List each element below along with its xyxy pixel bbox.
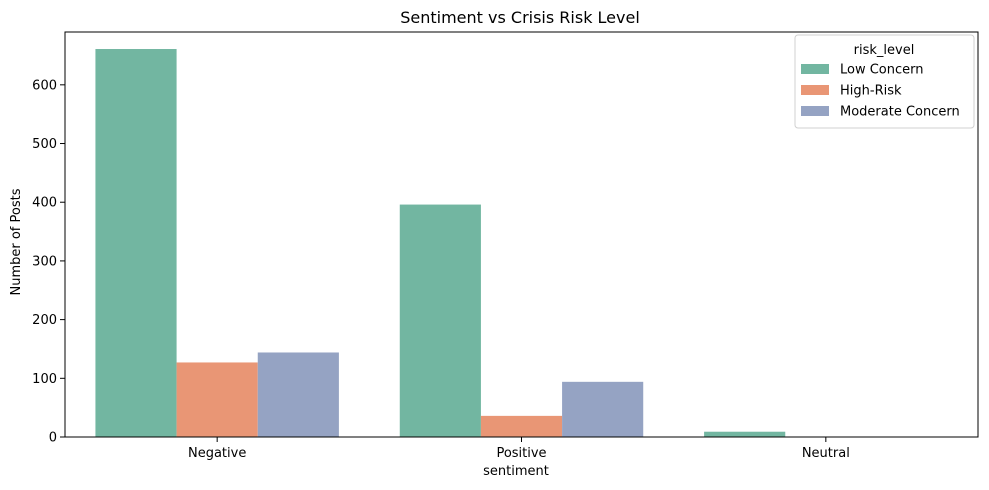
bar-negative-high-risk [176, 362, 258, 437]
chart-title: Sentiment vs Crisis Risk Level [400, 8, 640, 27]
legend-label-high-risk: High-Risk [840, 84, 902, 99]
y-tick-label: 0 [49, 431, 57, 446]
y-tick-label: 200 [32, 313, 57, 328]
bar-negative-low-concern [95, 49, 177, 438]
legend-label-moderate-concern: Moderate Concern [840, 105, 960, 120]
bar-negative-moderate-concern [257, 352, 339, 437]
legend: risk_level Low Concern High-Risk Moderate … [794, 34, 975, 129]
legend-swatch-low-concern [801, 64, 829, 74]
y-tick-label: 600 [32, 78, 57, 93]
x-tick-label-negative: Negative [188, 446, 246, 461]
legend-swatch-high-risk [801, 85, 829, 95]
y-axis-label: Number of Posts [9, 188, 24, 295]
bar-positive-low-concern [399, 204, 481, 437]
legend-items: Low Concern High-Risk Moderate Concern [801, 63, 960, 120]
x-tick-label-positive: Positive [496, 446, 546, 461]
bars-group [95, 49, 786, 438]
y-tick-label: 300 [32, 254, 57, 269]
legend-box [794, 34, 975, 129]
legend-swatch-moderate-concern [801, 106, 829, 116]
axes-group: 0 100 200 300 400 500 600 Negative Positive Neutr… [32, 31, 979, 461]
bar-positive-moderate-concern [562, 381, 644, 437]
y-tick-label: 400 [32, 196, 57, 211]
legend-label-low-concern: Low Concern [840, 63, 924, 78]
legend-title: risk_level [854, 43, 915, 58]
x-axis-label: sentiment [483, 464, 549, 479]
y-tick-label: 100 [32, 372, 57, 387]
bar-positive-high-risk [480, 415, 563, 437]
x-tick-label-neutral: Neutral [802, 446, 850, 461]
bar-neutral-low-concern [704, 431, 786, 437]
y-tick-label: 500 [32, 137, 57, 152]
